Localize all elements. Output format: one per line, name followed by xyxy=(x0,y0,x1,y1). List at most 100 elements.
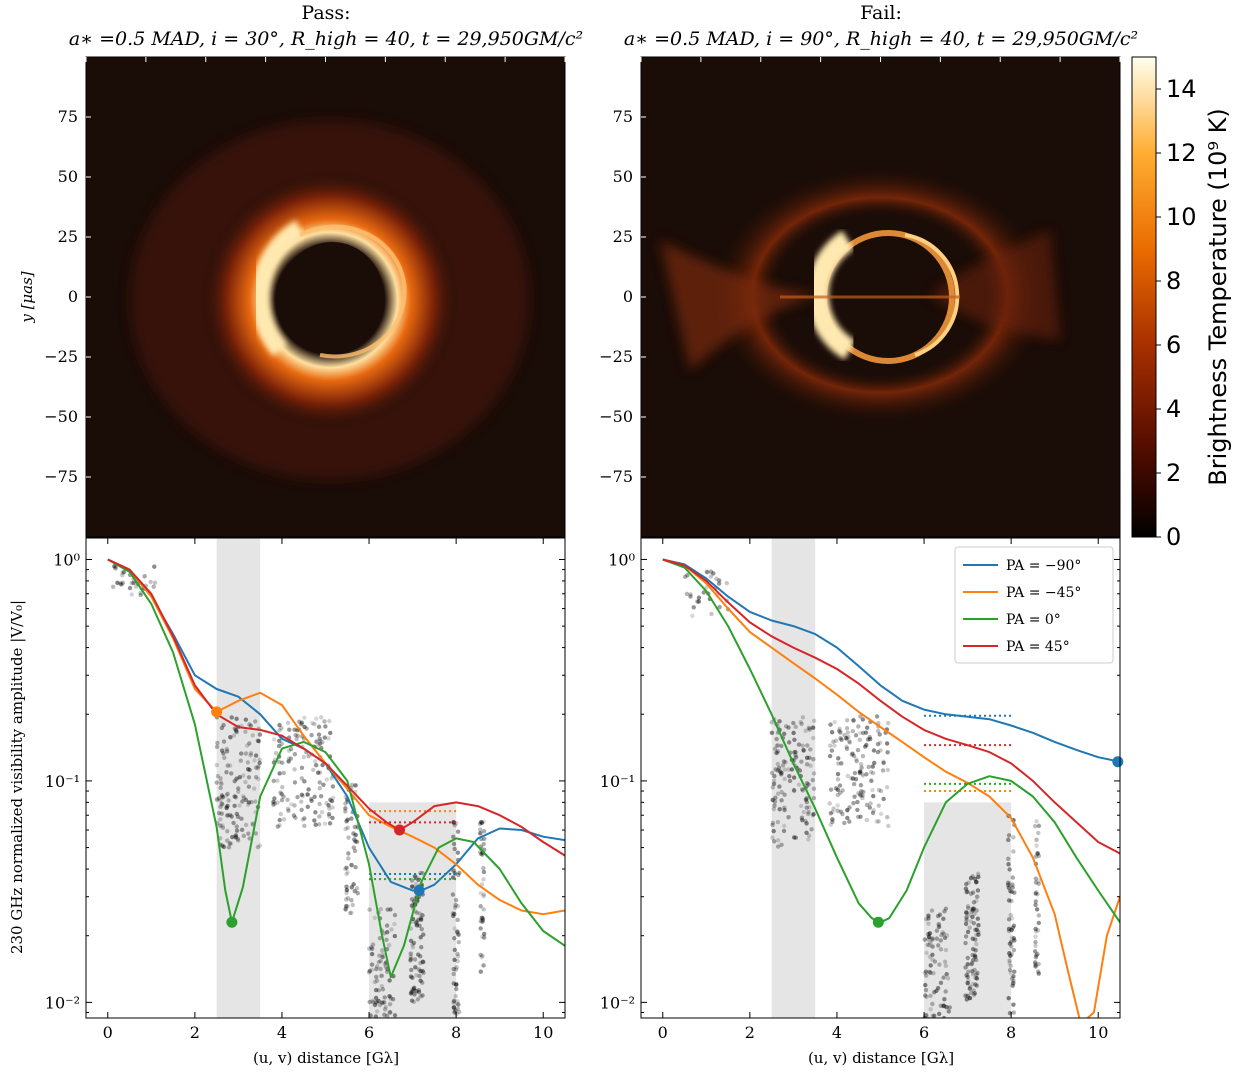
visibility-data-point xyxy=(793,724,798,730)
visibility-data-point xyxy=(964,917,969,922)
left-bright-crescent xyxy=(251,220,305,356)
visibility-data-point xyxy=(231,820,236,826)
visibility-data-point xyxy=(294,736,299,742)
visibility-data-point xyxy=(709,611,714,617)
visibility-data-point xyxy=(377,936,383,941)
xtick-label: 4 xyxy=(832,1023,842,1042)
visibility-data-point xyxy=(970,906,975,911)
visibility-data-point xyxy=(319,715,324,720)
visibility-data-point xyxy=(855,807,860,813)
visibility-data-point xyxy=(239,816,244,821)
visibility-data-point xyxy=(271,778,276,784)
visibility-data-point xyxy=(842,820,847,826)
visibility-data-point xyxy=(455,954,461,959)
shaded-baseline-range xyxy=(924,802,1012,1018)
visibility-data-point xyxy=(855,814,861,820)
visibility-data-point xyxy=(416,988,422,993)
visibility-data-point xyxy=(285,797,290,803)
visibility-data-point xyxy=(410,945,416,950)
visibility-data-point xyxy=(277,817,282,823)
visibility-data-point xyxy=(481,892,487,897)
visibility-data-point xyxy=(253,765,259,770)
visibility-data-point xyxy=(964,910,969,915)
visibility-data-point xyxy=(827,801,832,806)
visibility-data-point xyxy=(479,882,485,887)
visibility-data-point xyxy=(965,980,970,986)
visibility-data-point xyxy=(869,778,874,783)
visibility-data-point xyxy=(247,836,252,841)
visibility-data-point xyxy=(973,975,978,981)
visibility-data-point xyxy=(936,922,941,927)
visibility-data-point xyxy=(786,814,791,820)
visibility-data-point xyxy=(974,894,980,899)
visibility-data-point xyxy=(385,929,390,935)
visibility-data-point xyxy=(850,751,855,756)
visibility-data-point xyxy=(414,972,419,978)
visibility-data-point xyxy=(1009,898,1014,904)
visibility-data-point xyxy=(967,995,972,1001)
visibility-data-point xyxy=(1006,856,1011,861)
visibility-data-point xyxy=(420,959,425,964)
visibility-data-point xyxy=(876,819,881,824)
visibility-data-point xyxy=(456,939,461,945)
visibility-data-point xyxy=(1010,875,1016,880)
visibility-data-point xyxy=(690,613,695,618)
visibility-data-point xyxy=(312,794,317,800)
visibility-data-point xyxy=(369,962,375,967)
visibility-data-point xyxy=(234,811,240,817)
visibility-data-point xyxy=(121,569,127,575)
visibility-data-point xyxy=(327,718,332,724)
visibility-data-point xyxy=(964,918,969,923)
visibility-data-point xyxy=(695,599,700,604)
visibility-data-point xyxy=(232,794,237,799)
visibility-data-point xyxy=(861,789,866,795)
visibility-data-point xyxy=(922,993,928,998)
visibility-data-point xyxy=(312,818,317,823)
visibility-data-point xyxy=(696,599,702,604)
visibility-data-point xyxy=(246,800,252,805)
visibility-data-point xyxy=(482,935,487,940)
visibility-data-point xyxy=(875,728,881,734)
visibility-data-point xyxy=(279,760,285,765)
series-min-marker xyxy=(226,916,238,928)
visibility-data-point xyxy=(923,969,929,974)
xtick-label: 10 xyxy=(1088,1023,1108,1042)
visibility-data-point xyxy=(215,773,221,779)
visibility-data-point xyxy=(860,773,866,779)
visibility-data-point xyxy=(225,763,230,768)
visibility-data-point xyxy=(976,874,981,880)
visibility-data-point xyxy=(833,738,839,743)
visibility-data-point xyxy=(452,936,457,941)
xtick-label: 10 xyxy=(533,1023,553,1042)
visibility-data-point xyxy=(118,581,123,586)
visibility-data-point xyxy=(314,716,319,721)
visibility-data-point xyxy=(344,865,349,871)
visibility-data-point xyxy=(1011,936,1016,941)
visibility-data-point xyxy=(225,828,230,834)
visibility-data-point xyxy=(965,974,970,980)
visibility-data-point xyxy=(860,753,866,759)
visibility-data-point xyxy=(319,810,325,815)
visibility-data-point xyxy=(923,917,929,922)
visibility-data-point xyxy=(926,934,932,940)
visibility-data-point xyxy=(451,841,457,847)
visibility-data-point xyxy=(779,770,784,775)
visibility-data-point xyxy=(809,827,814,832)
visibility-data-point xyxy=(847,805,852,810)
visibility-data-point xyxy=(871,807,876,813)
visibility-data-point xyxy=(256,764,261,769)
visibility-data-point xyxy=(974,908,979,913)
visibility-data-point xyxy=(317,770,323,775)
visibility-data-point xyxy=(376,998,381,1004)
legend-label: PA = −90° xyxy=(1006,558,1081,574)
visibility-data-point xyxy=(379,984,385,989)
visibility-data-point xyxy=(226,798,231,803)
visibility-data-point xyxy=(387,1001,393,1007)
visibility-data-point xyxy=(373,1014,379,1018)
visibility-data-point xyxy=(1033,891,1038,896)
visibility-data-point xyxy=(783,759,788,765)
visibility-data-point xyxy=(419,927,424,932)
visibility-data-point xyxy=(306,753,311,759)
visibility-data-point xyxy=(782,792,787,797)
visibility-data-point xyxy=(1036,830,1041,836)
